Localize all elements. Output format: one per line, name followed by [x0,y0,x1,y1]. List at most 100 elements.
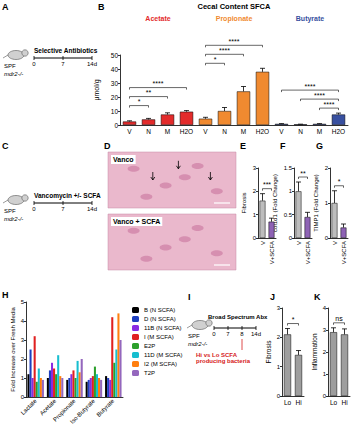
svg-text:Fold Increase over Fresh Media: Fold Increase over Fresh Media [10,306,16,391]
svg-text:J: J [270,292,275,302]
svg-text:0: 0 [114,122,118,129]
svg-text:****: **** [324,101,335,108]
svg-text:V+SCFA: V+SCFA [305,241,311,264]
svg-text:**: ** [300,170,306,177]
svg-text:V+SCFA: V+SCFA [341,241,347,264]
svg-text:Vanco + SCFA: Vanco + SCFA [113,218,160,225]
svg-text:N: N [222,128,227,135]
svg-text:V+SCFA: V+SCFA [269,241,275,264]
svg-text:B (N SCFA): B (N SCFA) [144,307,175,313]
svg-text:V: V [203,128,208,135]
svg-text:Acetate: Acetate [39,397,58,416]
svg-text:V: V [127,128,132,135]
svg-text:0: 0 [289,235,293,241]
svg-text:Hi: Hi [295,399,301,406]
svg-text:M: M [241,128,246,135]
svg-text:50: 50 [111,52,119,59]
svg-text:Vancomycin +/- SCFA: Vancomycin +/- SCFA [34,192,101,200]
svg-text:***: *** [263,181,271,188]
svg-text:H: H [2,290,9,300]
svg-text:B: B [98,2,105,12]
svg-text:M: M [165,128,170,135]
svg-text:3: 3 [323,327,327,333]
svg-text:7: 7 [226,331,230,337]
svg-text:2: 2 [277,334,281,340]
svg-text:Broad Spectrum Abx: Broad Spectrum Abx [208,314,268,320]
svg-text:2: 2 [21,356,25,362]
svg-text:0: 0 [21,394,25,400]
svg-text:*: * [138,98,141,105]
svg-text:G: G [316,141,323,151]
svg-text:3: 3 [277,305,281,311]
svg-text:7: 7 [61,206,65,212]
svg-text:producing bacteria: producing bacteria [196,358,251,364]
svg-text:0: 0 [32,206,36,212]
svg-text:TIMP1 (Fold Change): TIMP1 (Fold Change) [313,174,319,232]
svg-text:4: 4 [21,318,25,324]
svg-text:2: 2 [253,188,257,194]
svg-text:5: 5 [21,299,25,305]
svg-text:11B (N SCFA): 11B (N SCFA) [144,325,182,331]
svg-text:K: K [314,292,321,302]
svg-text:14d: 14d [87,61,97,67]
svg-text:Vanco: Vanco [113,156,134,163]
svg-text:H2O: H2O [332,128,345,135]
svg-text:Hi: Hi [341,399,347,406]
svg-text:V: V [296,241,302,245]
svg-text:Fibrosis: Fibrosis [265,340,272,364]
svg-text:**: ** [146,89,152,96]
svg-text:Butyrate: Butyrate [95,397,115,417]
svg-text:V: V [332,241,338,245]
svg-text:I (M SCFA): I (M SCFA) [144,334,174,340]
svg-text:1: 1 [323,371,327,377]
svg-text:0: 0 [323,393,327,399]
svg-text:2: 2 [323,349,327,355]
svg-text:7: 7 [61,61,65,67]
svg-text:D (N SCFA): D (N SCFA) [144,316,176,322]
svg-text:Acetate: Acetate [145,15,170,22]
svg-text:Iso-Butyrate: Iso-Butyrate [69,397,97,425]
svg-text:D: D [104,141,111,151]
svg-text:M: M [317,128,322,135]
svg-text:0: 0 [253,235,257,241]
svg-text:1: 1 [277,364,281,370]
svg-text:μmol/g: μmol/g [93,79,101,100]
svg-text:V: V [260,241,266,245]
svg-text:mdr2-/-: mdr2-/- [4,71,23,77]
svg-text:4: 4 [323,305,327,311]
svg-text:0: 0 [32,61,36,67]
svg-text:1.5: 1.5 [284,165,293,171]
svg-text:0: 0 [325,235,329,241]
svg-text:Butyrate: Butyrate [296,15,325,23]
svg-text:*: * [338,178,341,185]
svg-text:ns: ns [335,315,343,322]
svg-text:Fibrosis: Fibrosis [241,192,247,213]
svg-text:Lactate: Lactate [20,397,39,416]
svg-text:Inflammation: Inflammation [311,333,318,371]
svg-text:20: 20 [111,94,119,101]
svg-text:E: E [240,141,246,151]
svg-text:14d: 14d [87,206,97,212]
svg-text:30: 30 [111,80,119,87]
svg-text:1: 1 [289,188,293,194]
svg-text:0.5: 0.5 [284,212,293,218]
svg-text:3: 3 [21,337,25,343]
svg-text:40: 40 [111,66,119,73]
svg-text:*: * [292,316,295,323]
svg-text:10: 10 [111,108,119,115]
svg-text:3: 3 [253,165,257,171]
svg-text:2: 2 [325,165,329,171]
svg-text:I: I [188,292,191,302]
svg-text:*: * [214,56,217,63]
svg-text:H2O: H2O [256,128,269,135]
svg-text:N: N [298,128,303,135]
svg-text:****: **** [314,92,325,99]
svg-text:N: N [146,128,151,135]
svg-text:11D (M SCFA): 11D (M SCFA) [144,352,183,358]
svg-text:1: 1 [253,212,257,218]
svg-text:****: **** [305,83,316,90]
svg-text:****: **** [153,80,164,87]
svg-text:****: **** [219,47,230,54]
svg-text:SPF: SPF [4,208,16,214]
svg-text:mdr2-/-: mdr2-/- [188,341,207,347]
